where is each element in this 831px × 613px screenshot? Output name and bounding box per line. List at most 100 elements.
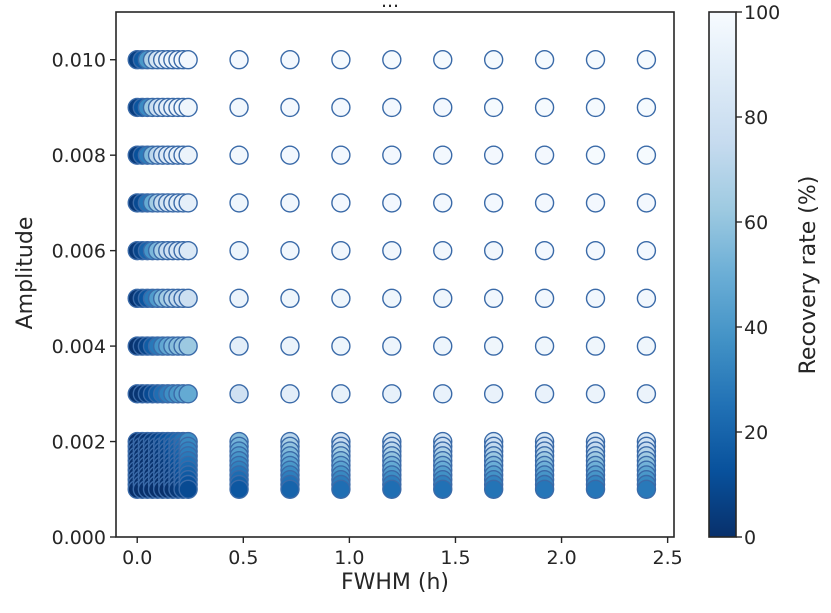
data-point — [382, 193, 402, 213]
data-point — [636, 193, 657, 213]
data-point — [534, 336, 555, 356]
data-point — [636, 384, 657, 404]
data-point — [178, 50, 198, 70]
data-point — [382, 97, 402, 118]
data-point — [382, 336, 402, 356]
colorbar-axis: 0 20 40 60 80 100 — [736, 2, 780, 549]
data-point — [636, 145, 657, 165]
data-point — [280, 384, 300, 404]
data-point — [636, 50, 657, 70]
data-point — [331, 50, 351, 70]
plot-frame — [115, 11, 675, 538]
x-tick-label: 2.5 — [653, 547, 683, 569]
y-tick-label: 0.006 — [52, 241, 106, 263]
data-point — [585, 384, 606, 404]
data-point — [280, 97, 300, 118]
data-point — [178, 193, 198, 213]
data-point — [229, 336, 249, 356]
data-point — [382, 384, 402, 404]
data-point — [229, 97, 249, 118]
data-point — [178, 145, 198, 165]
chart-title: ... — [381, 0, 399, 12]
colorbar-tick-label: 40 — [744, 317, 768, 339]
data-point — [229, 145, 249, 165]
data-point — [585, 50, 606, 70]
data-point — [229, 240, 249, 261]
data-point — [585, 193, 606, 213]
data-point — [433, 97, 453, 118]
colorbar-tick-label: 20 — [744, 422, 768, 444]
data-point — [585, 240, 606, 261]
data-point — [229, 479, 249, 499]
colorbar-tick-label: 100 — [744, 2, 780, 24]
data-point — [280, 240, 300, 261]
data-point — [433, 288, 453, 309]
data-point — [178, 97, 198, 118]
data-point — [534, 193, 555, 213]
data-point — [178, 479, 198, 499]
colorbar — [708, 11, 737, 538]
data-point — [280, 479, 300, 499]
data-point — [382, 50, 402, 70]
data-point — [534, 288, 555, 309]
data-point — [331, 336, 351, 356]
data-point — [280, 336, 300, 356]
data-point — [483, 384, 504, 404]
data-point — [229, 288, 249, 309]
y-axis-label: Amplitude — [13, 217, 38, 330]
data-point — [585, 145, 606, 165]
data-point — [178, 288, 198, 309]
data-point — [534, 240, 555, 261]
data-point — [178, 384, 198, 404]
data-point — [636, 97, 657, 118]
data-point — [331, 384, 351, 404]
data-point — [433, 240, 453, 261]
colorbar-tick-label: 0 — [744, 527, 756, 549]
data-point — [382, 288, 402, 309]
colorbar-tick-label: 80 — [744, 107, 768, 129]
data-point — [534, 50, 555, 70]
data-point — [585, 336, 606, 356]
x-tick-label: 0.0 — [122, 547, 152, 569]
y-axis: 0.000 0.002 0.004 0.006 0.008 0.010 — [52, 50, 116, 549]
data-point — [483, 97, 504, 118]
data-point — [178, 240, 198, 261]
data-point — [433, 145, 453, 165]
y-tick-label: 0.000 — [52, 527, 106, 549]
data-point — [636, 479, 657, 499]
data-point — [331, 288, 351, 309]
data-point — [636, 336, 657, 356]
data-point — [534, 479, 555, 499]
data-point — [585, 479, 606, 499]
data-point — [636, 240, 657, 261]
data-point — [483, 50, 504, 70]
data-point — [382, 145, 402, 165]
data-point — [483, 288, 504, 309]
data-point — [280, 288, 300, 309]
data-point — [433, 336, 453, 356]
data-point — [280, 50, 300, 70]
data-point — [433, 479, 453, 499]
y-tick-label: 0.004 — [52, 336, 106, 358]
data-point — [483, 145, 504, 165]
colorbar-label: Recovery rate (%) — [796, 176, 821, 375]
data-point — [382, 240, 402, 261]
data-point — [331, 145, 351, 165]
y-tick-label: 0.002 — [52, 432, 106, 454]
colorbar-tick-label: 60 — [744, 212, 768, 234]
data-point — [534, 145, 555, 165]
data-point — [382, 479, 402, 499]
data-point — [229, 193, 249, 213]
data-point — [585, 288, 606, 309]
data-point — [433, 193, 453, 213]
data-point — [280, 145, 300, 165]
data-point — [178, 336, 198, 356]
x-tick-label: 1.5 — [440, 547, 470, 569]
data-point — [483, 193, 504, 213]
x-axis: 0.0 0.5 1.0 1.5 2.0 2.5 — [122, 537, 683, 569]
scatter-markers — [127, 50, 657, 499]
data-point — [483, 240, 504, 261]
x-tick-label: 0.5 — [228, 547, 258, 569]
data-point — [229, 384, 249, 404]
